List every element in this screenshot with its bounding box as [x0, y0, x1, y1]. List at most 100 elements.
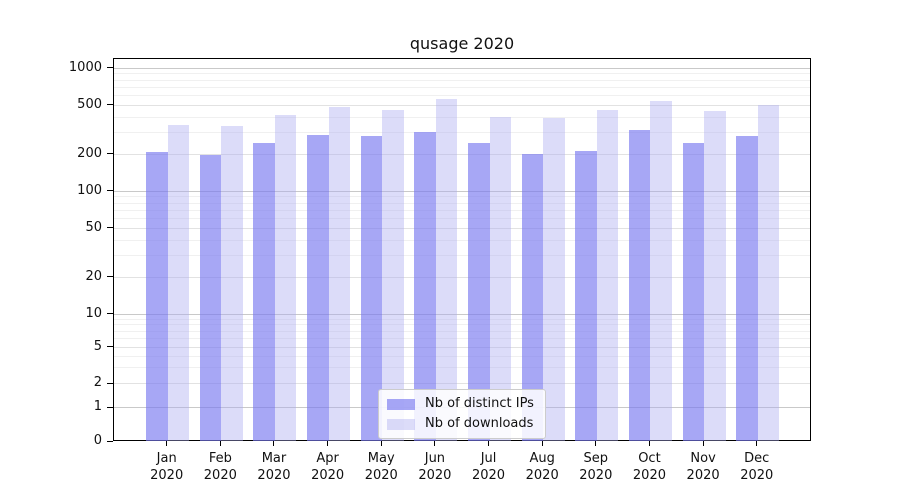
gridline-y-60	[114, 217, 810, 219]
ytick-label-50: 50	[85, 219, 102, 235]
legend-swatch-downloads	[387, 418, 415, 430]
gridline-y-8	[114, 324, 810, 326]
xtick-mark-dec	[756, 441, 758, 446]
ytick-label-200: 200	[77, 145, 102, 161]
ytick-mark-20	[107, 276, 113, 278]
xtick-month: Apr	[316, 451, 339, 466]
bar-distinct-ips-dec	[736, 135, 758, 441]
xtick-month: Feb	[208, 451, 232, 466]
ytick-label-100: 100	[77, 182, 102, 198]
gridline-y-70	[114, 209, 810, 211]
gridline-y-9	[114, 318, 810, 320]
xtick-year: 2020	[632, 468, 666, 483]
xtick-mark-nov	[702, 441, 704, 446]
bar-downloads-aug	[543, 117, 565, 441]
xtick-year: 2020	[740, 468, 774, 483]
gridline-y-20	[114, 276, 810, 278]
gridline-y-600	[114, 94, 810, 96]
gridline-y-500	[114, 104, 810, 106]
ytick-mark-0	[107, 440, 113, 442]
ytick-label-20: 20	[85, 268, 102, 284]
xtick-month: Jul	[480, 451, 497, 466]
ytick-label-5: 5	[93, 338, 102, 354]
xtick-label-may: May 2020	[346, 450, 416, 484]
bar-distinct-ips-mar	[253, 143, 275, 441]
bar-downloads-jul	[489, 117, 512, 441]
ytick-mark-100	[107, 190, 113, 192]
ytick-label-1: 1	[93, 399, 102, 415]
gridline-y-90	[114, 196, 810, 198]
gridline-y-30	[114, 255, 810, 256]
xtick-month: Nov	[690, 451, 716, 466]
ytick-mark-500	[107, 104, 113, 106]
xtick-mark-apr	[327, 441, 329, 446]
xtick-label-jul: Jul 2020	[454, 450, 524, 484]
xtick-label-nov: Nov 2020	[668, 450, 738, 484]
ytick-label-0: 0	[93, 433, 102, 448]
xtick-month: Mar	[261, 451, 287, 466]
xtick-month: May	[367, 451, 395, 466]
legend-label-downloads: Nb of downloads	[425, 416, 534, 431]
xtick-label-mar: Mar 2020	[239, 450, 309, 484]
gridline-y-4	[114, 355, 810, 357]
gridline-y-900	[114, 73, 810, 75]
bar-distinct-ips-jul	[468, 142, 490, 441]
bar-distinct-ips-may	[360, 136, 383, 441]
xtick-mark-may	[380, 441, 382, 446]
bar-distinct-ips-nov	[682, 143, 705, 441]
ytick-mark-50	[107, 227, 113, 229]
bar-distinct-ips-oct	[628, 129, 651, 441]
xtick-year: 2020	[686, 468, 720, 483]
xtick-year: 2020	[579, 468, 613, 483]
xtick-label-aug: Aug 2020	[507, 450, 577, 484]
xtick-mark-aug	[541, 441, 543, 446]
ytick-label-2: 2	[93, 375, 102, 391]
xtick-mark-sep	[595, 441, 597, 446]
xtick-year: 2020	[150, 468, 184, 483]
bar-distinct-ips-aug	[521, 153, 544, 441]
ytick-label-10: 10	[85, 305, 102, 321]
ytick-mark-200	[107, 153, 113, 155]
gridline-y-2	[114, 383, 810, 385]
xtick-label-jan: Jan 2020	[132, 450, 202, 484]
gridline-y-50	[114, 227, 810, 229]
bar-downloads-oct	[650, 101, 672, 441]
gridline-y-200	[114, 153, 810, 155]
xtick-year: 2020	[525, 468, 559, 483]
xtick-year: 2020	[364, 468, 398, 483]
xtick-label-apr: Apr 2020	[293, 450, 363, 484]
xtick-label-feb: Feb 2020	[185, 450, 255, 484]
ytick-mark-1000	[107, 67, 113, 69]
xtick-month: Dec	[744, 451, 770, 466]
bar-downloads-mar	[274, 115, 297, 441]
xtick-mark-jun	[434, 441, 436, 446]
gridline-y-7	[114, 330, 810, 332]
xtick-month: Sep	[583, 451, 609, 466]
xtick-mark-jul	[488, 441, 490, 446]
xtick-mark-oct	[648, 441, 650, 446]
legend: Nb of distinct IPs Nb of downloads	[378, 389, 546, 439]
xtick-year: 2020	[257, 468, 291, 483]
ytick-mark-10	[107, 313, 113, 315]
gridline-y-1000	[114, 67, 810, 69]
xtick-label-sep: Sep 2020	[561, 450, 631, 484]
chart-title: qusage 2020	[409, 34, 515, 53]
bar-distinct-ips-jun	[414, 132, 436, 441]
xtick-year: 2020	[311, 468, 345, 483]
bar-distinct-ips-sep	[575, 151, 597, 441]
gridline-y-700	[114, 86, 810, 88]
legend-entry-distinct-ips: Nb of distinct IPs	[387, 396, 534, 412]
gridline-y-10	[114, 313, 810, 315]
xtick-label-jun: Jun 2020	[400, 450, 470, 484]
gridline-y-3	[114, 367, 810, 369]
legend-swatch-distinct-ips	[387, 398, 415, 410]
bar-downloads-apr	[328, 107, 351, 441]
legend-entry-downloads: Nb of downloads	[387, 416, 534, 432]
gridline-y-800	[114, 79, 810, 81]
xtick-mark-mar	[273, 441, 275, 446]
bar-downloads-jun	[435, 99, 458, 441]
bar-downloads-may	[382, 110, 404, 441]
ytick-mark-2	[107, 382, 113, 384]
bar-downloads-nov	[704, 110, 726, 441]
